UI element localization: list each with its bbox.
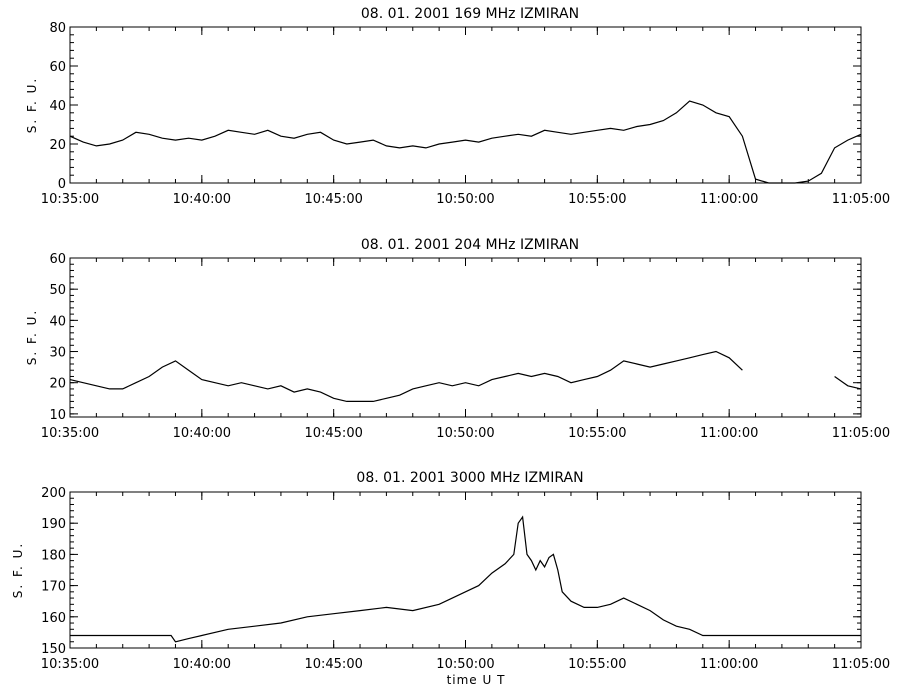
y-tick-label: 180 xyxy=(41,548,66,563)
plot-frame xyxy=(69,491,862,649)
x-tick-label: 11:00:00 xyxy=(700,426,758,441)
y-axis-label: S. F. U. xyxy=(25,77,39,133)
y-tick-label: 30 xyxy=(49,346,66,361)
x-tick-label: 10:40:00 xyxy=(173,426,231,441)
x-tick-label: 11:05:00 xyxy=(832,192,890,207)
x-tick-label: 10:45:00 xyxy=(304,192,362,207)
x-tick-label: 10:35:00 xyxy=(41,192,99,207)
y-tick-label: 80 xyxy=(49,21,66,36)
plot-frame xyxy=(69,257,862,418)
x-tick-label: 10:55:00 xyxy=(568,192,626,207)
y-tick-label: 10 xyxy=(49,408,66,423)
panel-title: 08. 01. 2001 169 MHz IZMIRAN xyxy=(361,6,579,22)
panel-title: 08. 01. 2001 3000 MHz IZMIRAN xyxy=(356,470,583,486)
y-ticks: 150 160 170 180 190 200 xyxy=(41,486,861,657)
x-ticks: 10:35:00 10:40:00 10:45:00 10:50:00 10:55:00… xyxy=(41,492,890,672)
x-tick-label: 11:05:00 xyxy=(832,657,890,672)
plot-frame xyxy=(69,26,862,184)
series-group xyxy=(69,350,862,402)
flux-line xyxy=(69,350,862,402)
y-ticks: 10 20 30 40 50 60 xyxy=(49,252,861,423)
x-tick-label: 10:40:00 xyxy=(173,192,231,207)
x-tick-label: 11:05:00 xyxy=(832,426,890,441)
panel-title: 08. 01. 2001 204 MHz IZMIRAN xyxy=(361,237,579,253)
x-tick-label: 10:55:00 xyxy=(568,657,626,672)
y-tick-label: 160 xyxy=(41,611,66,626)
x-tick-label: 11:00:00 xyxy=(700,192,758,207)
series-group xyxy=(70,515,861,643)
y-tick-label: 60 xyxy=(49,60,66,75)
x-ticks: 10:35:00 10:40:00 10:45:00 10:50:00 10:55:00… xyxy=(41,258,890,441)
y-tick-label: 200 xyxy=(41,486,66,501)
x-tick-label: 10:45:00 xyxy=(304,657,362,672)
x-axis-label: time U T xyxy=(447,673,506,687)
x-tick-label: 10:40:00 xyxy=(173,657,231,672)
panel-3000mhz: 08. 01. 2001 3000 MHz IZMIRAN S. F. U. 1… xyxy=(11,470,890,687)
flux-line xyxy=(69,100,862,184)
y-tick-label: 190 xyxy=(41,517,66,532)
y-tick-label: 20 xyxy=(49,138,66,153)
y-axis-label: S. F. U. xyxy=(25,309,39,365)
x-tick-label: 11:00:00 xyxy=(700,657,758,672)
y-tick-label: 40 xyxy=(49,99,66,114)
panel-169mhz: 08. 01. 2001 169 MHz IZMIRAN S. F. U. 0 2… xyxy=(25,6,890,207)
x-ticks: 10:35:00 10:40:00 10:45:00 10:50:00 10:55:00… xyxy=(41,27,890,207)
y-tick-label: 170 xyxy=(41,580,66,595)
x-tick-label: 10:35:00 xyxy=(41,657,99,672)
y-ticks: 0 20 40 60 80 xyxy=(49,21,861,192)
y-axis-label: S. F. U. xyxy=(11,542,25,598)
x-tick-label: 10:45:00 xyxy=(304,426,362,441)
x-tick-label: 10:50:00 xyxy=(436,426,494,441)
series-group xyxy=(69,100,862,184)
y-tick-label: 150 xyxy=(41,642,66,657)
y-tick-label: 50 xyxy=(49,283,66,298)
x-tick-label: 10:50:00 xyxy=(436,192,494,207)
y-tick-label: 0 xyxy=(58,177,66,192)
flux-line xyxy=(70,515,861,643)
x-tick-label: 10:50:00 xyxy=(436,657,494,672)
panel-204mhz: 08. 01. 2001 204 MHz IZMIRAN S. F. U. 10… xyxy=(25,237,890,441)
x-tick-label: 10:35:00 xyxy=(41,426,99,441)
x-tick-label: 10:55:00 xyxy=(568,426,626,441)
y-tick-label: 60 xyxy=(49,252,66,267)
y-tick-label: 20 xyxy=(49,377,66,392)
y-tick-label: 40 xyxy=(49,314,66,329)
